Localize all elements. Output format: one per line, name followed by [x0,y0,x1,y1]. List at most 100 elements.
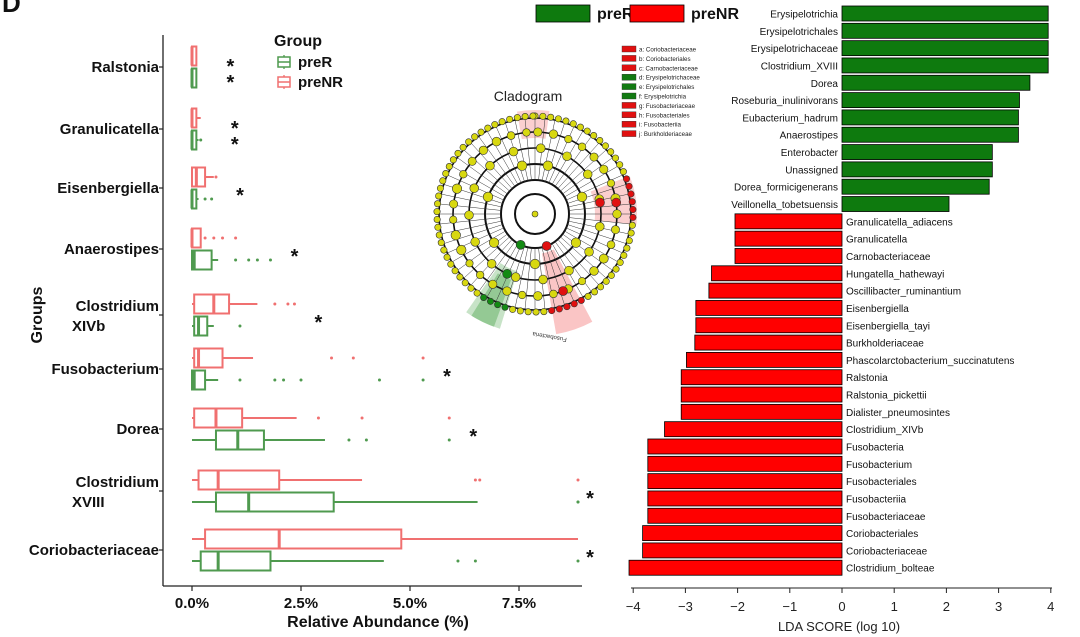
lda-bar [647,507,843,524]
cladogram-node [629,206,637,214]
box-iqr-preNR [191,166,207,188]
cladogram-node [616,161,624,169]
box-iqr-preR [214,491,335,513]
cladogram-node [595,197,605,208]
cladogram-node [625,182,633,190]
significance-mark: * [315,312,323,334]
lda-bar-label: Oscillibacter_ruminantium [846,287,961,298]
cladogram-branch [560,149,607,192]
cladogram-node [590,132,598,140]
cladogram-branch [495,126,522,184]
box-iqr-preNR [197,469,281,491]
lda-bar-label: Enterobacter [781,148,839,159]
cladogram-node [478,145,488,155]
box-outlier-preR [268,258,272,262]
cladogram-node [599,164,609,174]
legend-key-preR [277,55,291,69]
cladogram-node [591,288,599,296]
cladogram-node [529,258,541,270]
lda-bar-label: Burkholderiaceae [846,339,924,350]
boxplot-y-tick-label: Clostridium [76,474,159,491]
cladogram-node [596,136,604,144]
cladogram-node [442,170,450,178]
box-outlier-preNR [478,478,482,482]
cladogram-legend-label: c: Carnobacteriaceae [639,65,698,72]
cladogram-node [501,303,509,311]
panel-letter: D [2,0,21,18]
cladogram-node [607,148,615,156]
cladogram-node [465,259,474,268]
box-outlier-preNR [234,236,238,240]
cladogram-node [488,237,500,248]
cladogram-node [476,270,485,280]
lda-bar [841,178,990,195]
box-outlier-preR [238,378,242,382]
boxplot-x-tick-label: 7.5% [502,595,536,612]
cladogram-node [607,179,616,188]
cladogram-node [473,289,481,297]
box-outlier-preNR [316,416,320,420]
cladogram-node [447,260,455,268]
cladogram-node [513,114,521,122]
boxplot-y-tick-label: Fusobacterium [51,361,159,378]
cladogram-branch [560,236,607,279]
cladogram-node [584,247,594,257]
boxplot-y-tick-label: Eisenbergiella [57,180,159,197]
lda-bar [695,300,843,316]
cladogram-branch [441,193,502,208]
cladogram-node [434,200,442,208]
cladogram-node [491,136,502,147]
cladogram-node [539,112,547,120]
significance-mark: * [586,547,594,569]
cladogram-node [628,221,636,229]
cladogram-node [628,198,636,206]
cladogram-node [627,190,635,198]
box-outlier-preNR [273,302,277,306]
lda-bar [841,5,1049,22]
cladogram-node [576,191,588,202]
lda-bar-label: Eisenbergiella_tayi [846,321,930,332]
significance-mark: * [443,366,451,388]
box-outlier-preR [255,258,259,262]
lda-bar-label: Eubacterium_hadrum [742,113,838,124]
cladogram-branch [441,220,502,235]
legend-label-preR: preR [298,54,332,71]
box-outlier-preNR [214,175,218,179]
box-outlier-preR [210,197,214,201]
cladogram-legend-label: g: Fusobacteriaceae [639,103,696,110]
lda-bar [734,213,843,230]
cladogram-node [629,213,637,221]
cladogram-node [485,161,495,171]
box-outlier-preNR [221,236,225,240]
cladogram-branch [457,157,508,195]
cladogram-node [521,113,529,121]
cladogram-node [467,156,477,166]
lda-bar [841,74,1031,91]
box-iqr-preR [199,550,272,572]
cladogram-branch [478,136,516,187]
lda-bar-label: Anaerostipes [780,131,838,142]
cladogram: Cladogram a: Coriobacteriaceae b: Corioba… [433,45,700,342]
boxplot-y-tick-label: Coriobacteriaceae [29,542,159,559]
cladogram-node [487,297,495,305]
cladogram-node [549,289,558,299]
cladogram-node [542,160,554,171]
lda-bar-label: Granulicatella_adiacens [846,217,953,228]
significance-mark: * [231,134,239,156]
lda-bar-chart: Erysipelotrichia Erysipelotrichales Erysip… [626,5,1054,634]
cladogram-branch [568,217,631,225]
cladogram-node [434,223,442,231]
lda-bar-label: Unassigned [785,165,838,176]
lda-bar-label: Fusobacterium [846,460,912,471]
cladogram-node [488,279,498,289]
cladogram-node [625,237,633,245]
lda-x-tick-label: −1 [782,599,797,614]
lda-x-tick-label: 4 [1047,599,1054,614]
cladogram-branch [565,174,623,201]
cladogram-node [589,266,599,276]
boxplot-x-tick-label: 0.0% [175,595,209,612]
cladogram-node [435,231,443,239]
cladogram-legend-label: a: Coriobacteriaceae [639,47,697,54]
box-outlier-preR [576,559,580,563]
boxplot-y-tick-label: XVIII [72,494,105,511]
